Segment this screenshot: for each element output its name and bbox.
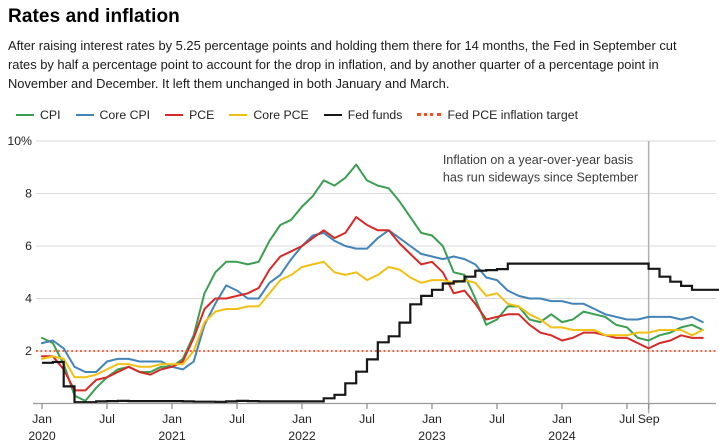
x-axis-month-label: Jul (99, 412, 115, 426)
series-line-core-cpi (41, 229, 704, 373)
x-axis-month-label: Jul (229, 412, 245, 426)
x-axis-year-label: 2020 (28, 429, 56, 443)
x-axis-year-label: 2022 (288, 429, 316, 443)
legend-item-core-pce: Core PCE (229, 107, 309, 122)
legend-label: Core PCE (253, 107, 309, 122)
legend-item-fed-pce-inflation-target: Fed PCE inflation target (417, 108, 578, 122)
x-axis-month-label: Jan (552, 412, 572, 426)
x-axis-month-label: Jul (489, 412, 505, 426)
legend-label: Fed funds (347, 107, 403, 122)
x-axis-year-label: 2021 (158, 429, 186, 443)
x-axis-year-label: 2023 (418, 429, 446, 443)
legend-swatch-icon (16, 113, 34, 116)
legend-item-cpi: CPI (16, 108, 61, 122)
legend-item-pce: PCE (165, 108, 214, 122)
x-axis-month-label: Jul (359, 412, 375, 426)
legend-label: Core CPI (99, 107, 151, 122)
x-axis-month-label: Jul (619, 412, 635, 426)
legend-item-fed-funds: Fed funds (323, 107, 403, 122)
chart-legend: CPI Core CPI PCE Core PCE Fed funds Fed PCE i… (16, 107, 711, 123)
line-chart: 2 4 6 8 10% Jan 2020 Jul Jan 2021 Jul Jan 2022 Jul Jan… (0, 130, 719, 446)
legend-swatch-icon (165, 113, 184, 116)
x-axis-year-label: 2024 (548, 429, 576, 443)
legend-label: CPI (40, 107, 61, 122)
legend-item-core-cpi: Core CPI (75, 107, 151, 122)
series-line-core-pce (41, 260, 704, 379)
legend-swatch-icon (323, 113, 342, 116)
x-axis-month-label: Jan (162, 412, 182, 426)
chart-description: After raising interest rates by 5.25 per… (8, 38, 677, 91)
legend-label: PCE (189, 107, 215, 122)
x-axis-month-label: Jan (422, 412, 442, 426)
y-axis-label-10: 10% (7, 134, 32, 148)
legend-swatch-icon (417, 113, 442, 117)
y-axis-label-6: 6 (25, 239, 32, 253)
chart-header: Rates and inflation After raising intere… (0, 0, 719, 123)
y-axis-label-8: 8 (25, 187, 32, 201)
page-title: Rates and inflation (8, 6, 180, 27)
series-step-fed-funds (42, 262, 719, 404)
legend-swatch-icon (229, 113, 248, 116)
x-axis-month-label: Jan (32, 412, 52, 426)
x-axis-month-label: Sep (638, 412, 660, 426)
chart-canvas: 2 4 6 8 10% Jan 2020 Jul Jan 2021 Jul Jan 2022 Jul Jan… (7, 134, 719, 443)
legend-swatch-icon (75, 113, 94, 116)
series-line-pce (41, 216, 704, 392)
chart-annotation-line-1: Inflation on a year-over-year basis (443, 153, 633, 167)
y-axis-label-4: 4 (25, 292, 32, 306)
y-axis-label-2: 2 (25, 344, 32, 358)
series-line-cpi (41, 163, 704, 402)
legend-label: Fed PCE inflation target (447, 107, 578, 122)
chart-annotation-line-2: has run sideways since September (443, 171, 638, 185)
x-axis-month-label: Jan (292, 412, 312, 426)
